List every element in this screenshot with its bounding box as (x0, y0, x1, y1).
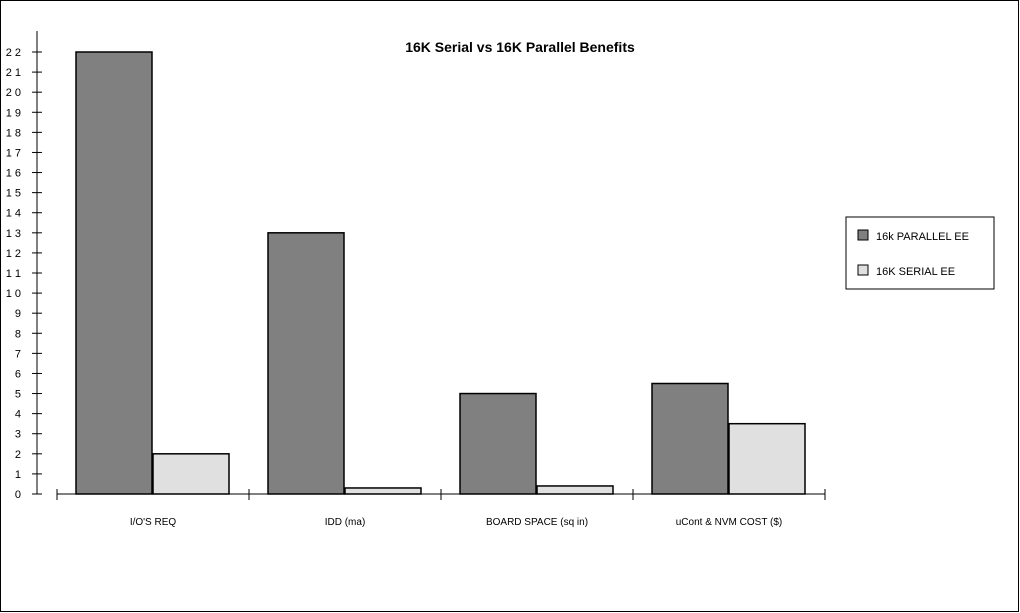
bar (75, 51, 153, 495)
y-tick-label: 5 (15, 389, 21, 401)
legend-swatch (857, 229, 869, 241)
y-tick-label: 1 9 (6, 107, 21, 119)
x-category-label: I/O'S REQ (130, 517, 177, 528)
y-tick-label: 1 0 (6, 288, 21, 300)
bar (536, 485, 614, 495)
y-tick-label: 1 2 (6, 248, 21, 260)
x-category-label: uCont & NVM COST ($) (676, 517, 783, 528)
legend-label: 16k PARALLEL EE (876, 231, 969, 243)
y-tick-label: 1 3 (6, 228, 21, 240)
bars (75, 51, 806, 495)
legend: 16k PARALLEL EE 16K SERIAL EE (845, 216, 995, 290)
y-tick-label: 1 4 (6, 208, 21, 220)
y-tick-label: 1 7 (6, 147, 21, 159)
chart-title: 16K Serial vs 16K Parallel Benefits (405, 39, 635, 55)
y-tick-label: 1 (15, 469, 21, 481)
y-tick-label: 4 (15, 409, 21, 421)
bar (651, 382, 729, 495)
y-tick-label: 3 (15, 429, 21, 441)
legend-label: 16K SERIAL EE (876, 266, 955, 278)
y-tick-label: 2 2 (6, 47, 21, 59)
bar (728, 422, 806, 495)
y-tick-label: 1 5 (6, 188, 21, 200)
y-tick-label: 2 1 (6, 67, 21, 79)
legend-swatch (857, 264, 869, 276)
y-tick-label: 8 (15, 328, 21, 340)
y-tick-label: 1 1 (6, 268, 21, 280)
bar (267, 232, 345, 495)
legend-box (845, 216, 995, 290)
bar (344, 487, 422, 495)
bar (152, 453, 230, 495)
y-tick-label: 6 (15, 368, 21, 380)
bar (459, 392, 537, 495)
x-category-label: IDD (ma) (325, 517, 366, 528)
y-tick-label: 2 (15, 449, 21, 461)
y-tick-label: 0 (15, 489, 21, 501)
y-tick-label: 1 6 (6, 168, 21, 180)
y-tick-label: 7 (15, 348, 21, 360)
y-tick-label: 1 8 (6, 127, 21, 139)
y-tick-label: 2 0 (6, 87, 21, 99)
x-category-label: BOARD SPACE (sq in) (486, 517, 588, 528)
y-tick-label: 9 (15, 308, 21, 320)
